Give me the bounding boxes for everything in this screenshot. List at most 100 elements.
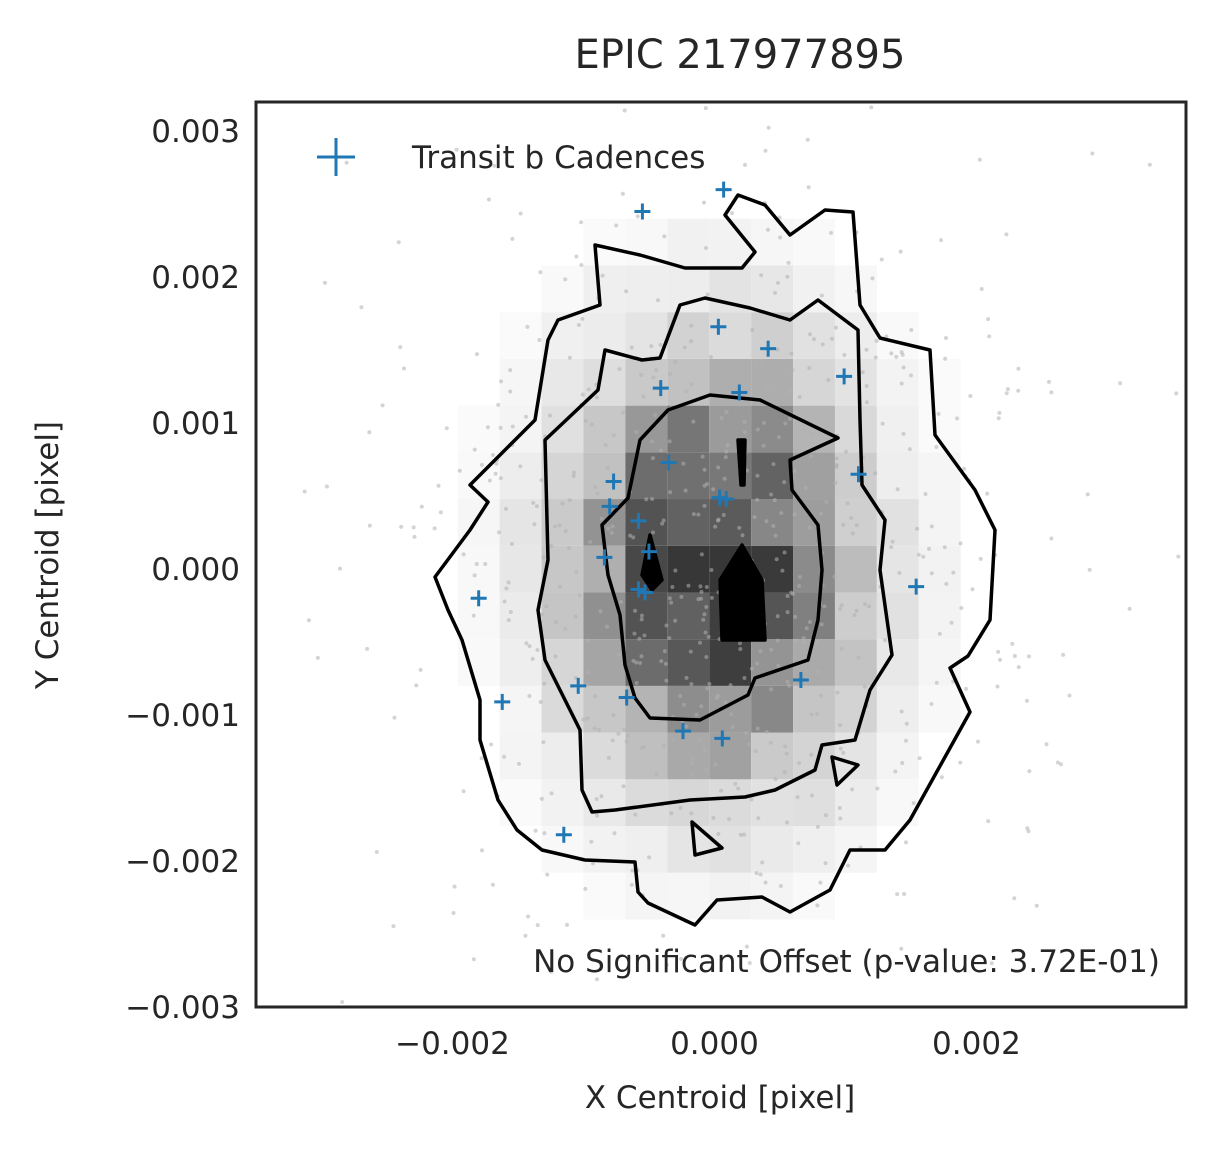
background-point <box>574 254 579 259</box>
background-point <box>1016 665 1021 670</box>
background-point <box>699 704 704 709</box>
background-point <box>964 686 969 691</box>
background-point <box>809 793 814 798</box>
background-point <box>742 675 747 680</box>
background-point <box>518 464 523 469</box>
background-point <box>763 148 768 153</box>
background-point <box>901 365 906 370</box>
contour-middle <box>536 296 894 814</box>
background-point <box>792 512 797 517</box>
background-point <box>499 379 504 384</box>
background-point <box>699 596 704 601</box>
background-point <box>590 861 595 866</box>
background-point <box>794 638 799 643</box>
background-point <box>929 702 934 707</box>
background-point <box>579 262 584 267</box>
background-point <box>834 956 839 961</box>
heatmap-cell <box>793 826 835 873</box>
heatmap-cell <box>541 732 584 780</box>
heatmap-cell <box>793 779 835 826</box>
background-point <box>815 824 820 829</box>
background-point <box>750 328 755 333</box>
x-tick-label: 0.002 <box>932 1026 1021 1062</box>
background-point <box>907 447 912 452</box>
background-point <box>713 524 718 529</box>
background-point <box>691 512 696 517</box>
background-point <box>697 640 702 645</box>
background-point <box>624 289 629 294</box>
heatmap-cell <box>834 545 877 593</box>
background-point <box>1085 492 1090 497</box>
background-point <box>797 395 802 400</box>
contour-core-center <box>718 543 767 642</box>
background-point <box>755 427 760 432</box>
background-point <box>524 414 529 419</box>
background-point <box>563 277 568 282</box>
background-point <box>644 497 649 502</box>
background-point <box>978 556 983 561</box>
offset-annotation: No Significant Offset (p-value: 3.72E-01… <box>533 944 1160 980</box>
background-point <box>686 583 691 588</box>
background-point <box>975 739 980 744</box>
background-point <box>654 700 659 705</box>
transit-point <box>792 672 809 689</box>
background-point <box>715 693 720 698</box>
background-point <box>622 108 627 113</box>
background-point <box>942 545 947 550</box>
background-point <box>776 280 781 285</box>
background-point <box>603 442 608 447</box>
background-point <box>989 961 994 966</box>
background-point <box>909 327 914 332</box>
background-point <box>639 617 644 622</box>
background-point <box>884 334 889 339</box>
background-point <box>958 760 963 765</box>
background-point <box>755 473 760 478</box>
background-point <box>711 815 716 820</box>
background-point <box>880 421 885 426</box>
background-point <box>772 498 777 503</box>
background-point <box>904 840 909 845</box>
heatmap-cell <box>709 685 752 733</box>
background-point <box>936 411 941 416</box>
background-point <box>899 381 904 386</box>
background-point <box>1026 654 1031 659</box>
background-point <box>929 524 934 529</box>
background-point <box>807 366 812 371</box>
background-point <box>492 163 497 168</box>
background-point <box>688 649 693 654</box>
background-point <box>786 260 791 265</box>
background-point <box>803 485 808 490</box>
background-point <box>673 618 678 623</box>
background-point <box>510 424 515 429</box>
background-point <box>779 511 784 516</box>
background-point <box>471 957 476 962</box>
background-point <box>949 620 954 625</box>
heatmap-cell <box>583 872 626 920</box>
background-point <box>461 552 466 557</box>
background-point <box>1016 388 1021 393</box>
heatmap-cell <box>793 405 835 453</box>
background-point <box>580 316 585 321</box>
background-point <box>642 633 647 638</box>
background-point <box>571 474 576 479</box>
transit-point <box>850 466 867 483</box>
background-point <box>538 270 543 275</box>
background-point <box>934 680 939 685</box>
background-point <box>506 580 511 585</box>
background-point <box>502 754 507 759</box>
background-point <box>785 274 790 279</box>
background-point <box>893 769 898 774</box>
background-point <box>586 638 591 643</box>
heatmap-cell <box>583 452 626 500</box>
heatmap-cell <box>499 452 542 500</box>
background-point <box>864 347 869 352</box>
background-point <box>754 871 759 876</box>
background-point <box>771 524 776 529</box>
background-point <box>1004 391 1009 396</box>
background-point <box>716 832 721 837</box>
background-point <box>837 806 842 811</box>
background-point <box>819 622 824 627</box>
background-point <box>490 882 495 887</box>
background-point <box>538 700 543 705</box>
background-point <box>599 516 604 521</box>
